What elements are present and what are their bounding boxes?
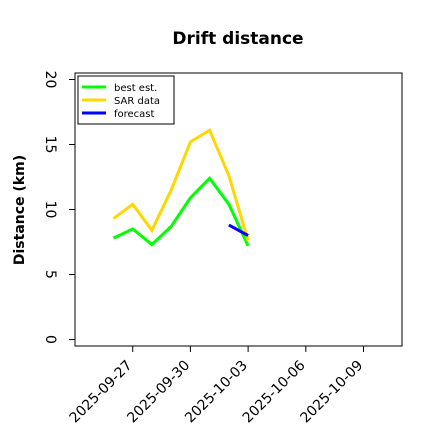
series-line-forecast (228, 223, 249, 237)
y-axis: 0 5 10 15 20 (42, 71, 75, 344)
legend: best est. SAR data forecast (77, 75, 175, 125)
y-tick-label: 5 (42, 270, 58, 279)
y-tick-label: 20 (42, 71, 58, 89)
series-line-best-est (112, 175, 250, 247)
series-line-sar-data (112, 128, 250, 242)
chart-title: Drift distance (172, 29, 303, 49)
legend-label-forecast: forecast (114, 109, 155, 120)
legend-label-best-est: best est. (114, 83, 157, 94)
y-tick-label: 10 (42, 201, 58, 219)
series-layer (112, 128, 250, 247)
y-axis-label: Distance (km) (12, 155, 28, 265)
y-tick-label: 15 (42, 136, 58, 154)
legend-label-sar-data: SAR data (114, 96, 160, 107)
x-tick-label: 2025-10-09 (298, 358, 367, 427)
y-tick-label: 0 (42, 335, 58, 344)
x-axis: 2025-09-272025-09-302025-10-032025-10-06… (67, 346, 367, 427)
